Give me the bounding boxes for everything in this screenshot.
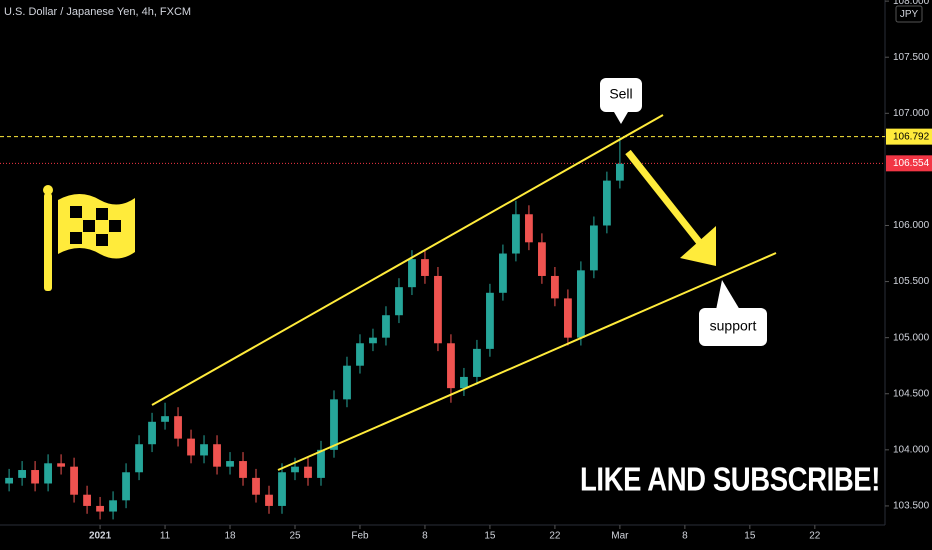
candle-body	[304, 466, 312, 478]
x-tick-label: 11	[160, 531, 171, 542]
candle-body	[512, 214, 520, 254]
candle-body	[5, 477, 13, 484]
price-label: 106.554	[893, 158, 930, 169]
candle-body	[564, 298, 572, 338]
candle-body	[174, 416, 182, 439]
sell-label: Sell	[609, 86, 632, 102]
x-tick-label: 8	[682, 531, 688, 542]
candle-body	[525, 214, 533, 243]
x-tick-label: 22	[549, 531, 561, 542]
x-tick-label: Feb	[351, 531, 369, 542]
candle-body	[369, 337, 377, 344]
x-tick-label: 2021	[89, 531, 112, 542]
candle-body	[122, 472, 130, 501]
candle-body	[18, 470, 26, 478]
y-tick-label: 106.000	[893, 220, 930, 231]
channel-lower	[277, 252, 777, 471]
price-label-bg	[886, 128, 932, 145]
support-bubble	[699, 308, 767, 346]
x-tick-label: 18	[224, 531, 236, 542]
candle-body	[330, 399, 338, 450]
currency-box	[895, 5, 923, 23]
candle-body	[356, 343, 364, 366]
support-label: support	[710, 318, 757, 334]
x-tick-label: 22	[809, 531, 821, 542]
candle-body	[577, 270, 585, 338]
arrow-head	[680, 226, 716, 266]
candle-body	[395, 287, 403, 316]
price-label-bg	[886, 155, 932, 172]
candle-body	[265, 494, 273, 506]
candle-body	[551, 275, 559, 299]
candle-body	[382, 315, 390, 338]
candle-body	[109, 500, 117, 512]
price-label: 106.792	[893, 131, 930, 142]
y-tick-label: 103.500	[893, 501, 930, 512]
x-tick-label: 25	[289, 531, 301, 542]
candle-body	[486, 292, 494, 349]
y-tick-label: 105.500	[893, 276, 930, 287]
plot-area	[0, 136, 885, 520]
sell-bubble	[600, 78, 642, 112]
candle-body	[421, 259, 429, 276]
x-tick-label: 15	[484, 531, 496, 542]
candle-body	[291, 466, 299, 473]
candle-body	[148, 421, 156, 445]
candle-body	[615, 163, 624, 181]
candle-body	[57, 463, 65, 467]
arrow-shaft	[625, 149, 703, 246]
candle-body	[161, 416, 169, 422]
candle-body	[473, 348, 481, 377]
candle-body	[278, 472, 286, 506]
candle-body	[408, 259, 416, 288]
symbol-title: U.S. Dollar / Japanese Yen, 4h, FXCM	[4, 6, 191, 18]
y-tick-label: 105.000	[893, 332, 930, 343]
candle-body	[447, 343, 455, 389]
y-tick-label: 108.000	[893, 0, 930, 7]
candle-body	[460, 376, 468, 389]
flag-icon	[43, 185, 135, 291]
y-tick-label: 104.000	[893, 444, 930, 455]
candle-body	[213, 444, 221, 467]
candle-body	[252, 477, 260, 495]
candle-body	[135, 444, 143, 473]
candle-body	[317, 449, 325, 478]
candle-body	[226, 461, 234, 467]
currency: JPY	[900, 9, 919, 20]
x-tick-label: 15	[744, 531, 756, 542]
sell-pointer	[614, 112, 628, 124]
candle-body	[70, 466, 78, 495]
y-tick-label: 107.000	[893, 108, 930, 119]
candle-body	[343, 365, 351, 400]
candle-body	[239, 461, 247, 478]
candle-body	[434, 275, 442, 344]
candle-body	[96, 505, 104, 512]
candle-body	[499, 253, 507, 293]
support-pointer	[716, 280, 740, 310]
candle-body	[31, 470, 39, 484]
candle-body	[538, 242, 546, 276]
x-tick-label: Mar	[611, 531, 629, 542]
x-tick-label: 8	[422, 531, 428, 542]
banner: LIKE AND SUBSCRIBE!	[580, 461, 880, 498]
channel-upper	[151, 114, 664, 406]
candle-body	[44, 463, 52, 484]
candle-body	[200, 444, 208, 456]
y-tick-label: 104.500	[893, 388, 930, 399]
y-tick-label: 107.500	[893, 52, 930, 63]
candle-body	[590, 225, 598, 271]
candle-body	[83, 494, 91, 506]
candle-body	[187, 438, 195, 456]
candle-body	[602, 180, 611, 226]
